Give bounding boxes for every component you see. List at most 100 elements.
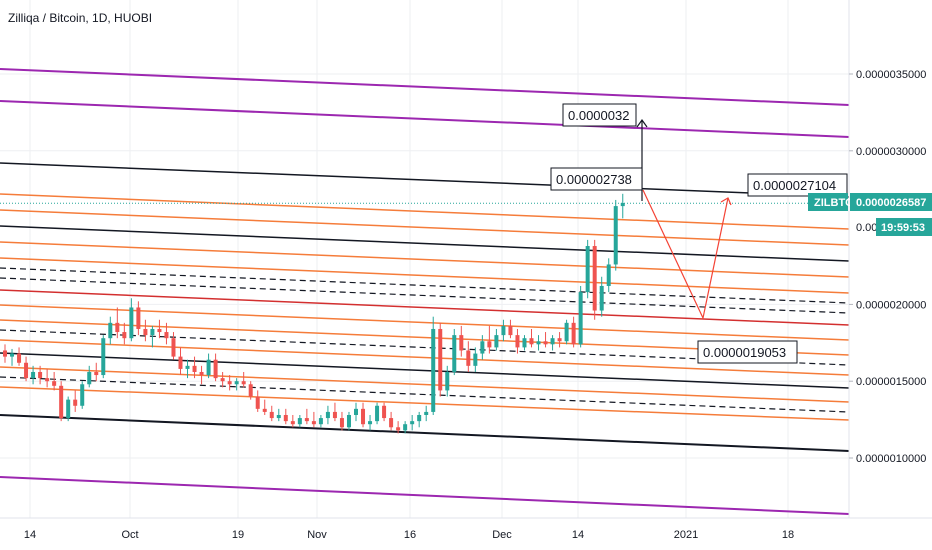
candle [452,328,457,376]
y-tick-label: 0.0000030000 [856,146,926,158]
candle [361,402,366,428]
candle-body [101,338,106,376]
candle-body [276,414,281,419]
candle [115,307,120,339]
candle [543,332,548,348]
annotation-target-top[interactable]: 0.0000032 [562,103,637,127]
annotation-peak[interactable]: 0.000002738 [550,167,643,191]
candle [557,332,562,348]
candle [339,411,344,431]
candle-body [459,335,464,351]
x-tick-label: Nov [307,529,327,541]
candle-body [550,338,555,345]
candle [403,421,408,434]
candle [241,371,246,388]
x-tick-label: 2021 [674,529,698,541]
candle [157,319,162,339]
candle-body [73,399,78,406]
candle-body [536,341,541,345]
time-axis[interactable]: 14 Oct 19 Nov 16 Dec 14 2021 18 [24,529,794,541]
candle [445,365,450,397]
candle-body [255,396,260,409]
candle [262,399,267,415]
candle [185,359,190,379]
candle-body [164,332,169,339]
candle-body [31,371,36,379]
candle-body [592,246,597,311]
candle-body [354,408,358,415]
y-tick-label: 0.0000015000 [856,376,926,388]
candle [150,325,155,348]
candle [192,356,197,379]
candle [515,328,520,354]
candle-body [564,322,569,342]
candle [73,390,78,412]
candle-body [318,418,323,425]
candle-body [157,328,162,333]
candle [571,316,576,348]
candles [3,193,625,434]
candle [164,322,169,345]
channel-line [0,193,850,230]
candle-body [613,206,618,265]
candle-body [129,307,134,339]
candle-body [508,325,513,336]
candle [424,405,429,422]
symbol-badge-label: ZILBTC [814,197,853,209]
symbol-price-badge: ZILBTC 0.0000026587 [808,193,932,211]
candle-body [494,335,499,348]
candle [473,347,478,372]
candle [501,319,506,342]
candle-body [192,365,197,372]
candle-body [346,414,351,428]
candle-body [59,385,64,419]
candle-body [213,359,218,379]
candle [290,414,295,428]
candle-body [438,328,443,391]
candle-body [339,418,344,428]
candle [325,405,330,425]
candle-body [431,328,436,412]
candle [38,365,43,385]
candle [101,335,106,379]
annotation-low-target[interactable]: 0.0000019053 [697,340,798,364]
channel-line [0,277,850,314]
channel-line [0,414,850,452]
candle-body [24,362,29,379]
x-tick-label: Dec [492,529,512,541]
candle [578,285,583,348]
candle-body [424,411,429,415]
candle [3,344,7,363]
x-tick-label: 14 [24,529,36,541]
candle-body [262,408,267,412]
candle [410,414,415,431]
projection-arrow-head [720,197,732,206]
candle [206,353,211,379]
candle [396,421,401,434]
candle [234,378,239,391]
candle-body [178,356,183,369]
channel-line [0,329,850,366]
channel-line [0,339,850,376]
candle [318,414,323,428]
candle [529,328,534,348]
candle-body [417,414,422,422]
candle [171,332,176,360]
candle-body [38,371,43,379]
annotation-target-top-label: 0.0000032 [568,108,629,123]
candle-body [389,418,394,428]
candle-body [115,322,120,333]
candle-body [297,418,302,425]
annotation-right-target[interactable]: 0.0000027104 [747,173,848,197]
candle-body [606,264,611,286]
candle [613,199,618,271]
candle-body [3,350,7,357]
x-tick-label: Oct [121,529,138,541]
channel-line [0,376,850,413]
price-badge-label: 0.0000026587 [856,197,926,209]
y-tick-label: 0.0000020000 [856,299,926,311]
candle [129,298,134,342]
price-axis[interactable]: 0.0000035000 0.0000030000 0.0000020000 0.00… [849,69,926,465]
candle-body [87,371,92,385]
channel-line [0,241,850,278]
